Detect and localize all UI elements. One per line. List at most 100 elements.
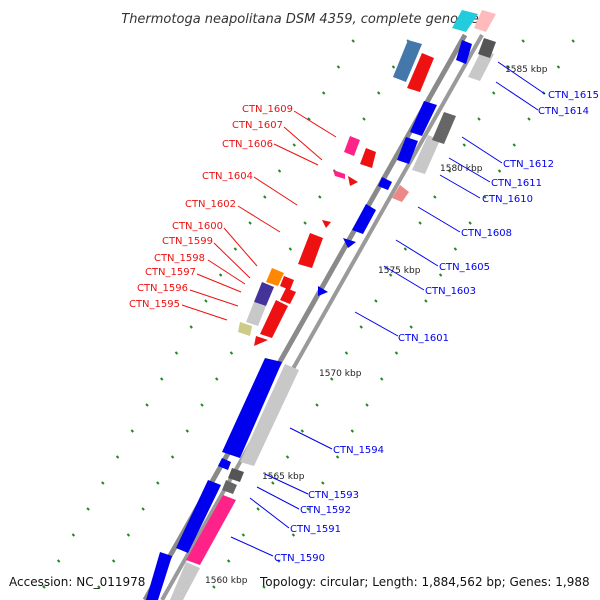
tick-mark bbox=[497, 169, 502, 173]
tick-mark bbox=[492, 91, 496, 95]
gene-label[interactable]: CTN_1599 bbox=[162, 236, 213, 247]
gene-label[interactable]: CTN_1610 bbox=[482, 194, 533, 205]
tick-mark bbox=[126, 533, 131, 537]
gene-ctn-1595[interactable] bbox=[260, 300, 288, 338]
gene-ctn-1606-red[interactable] bbox=[348, 176, 358, 186]
gene-top-steelblue[interactable] bbox=[393, 40, 422, 82]
tick-mark bbox=[359, 325, 363, 329]
tick-mark bbox=[229, 351, 234, 355]
tick-mark bbox=[71, 533, 76, 537]
gene-top-cyan[interactable] bbox=[452, 10, 478, 32]
tick-mark bbox=[483, 195, 487, 199]
gene-label[interactable]: CTN_1606 bbox=[222, 139, 273, 150]
tick-mark bbox=[391, 65, 396, 69]
gene-ctn-1603[interactable] bbox=[343, 238, 356, 248]
gene-ctn-1615-grey[interactable] bbox=[478, 38, 496, 58]
gene-ctn-1607[interactable] bbox=[360, 148, 376, 168]
tick-mark bbox=[42, 585, 46, 589]
gene-ctn-1601[interactable] bbox=[318, 286, 328, 296]
gene-ctn-1609[interactable] bbox=[344, 136, 360, 156]
tick-mark bbox=[160, 377, 164, 381]
gene-label[interactable]: CTN_1607 bbox=[232, 120, 283, 131]
gene-ctn-1590[interactable] bbox=[176, 480, 221, 553]
gene-label[interactable]: CTN_1605 bbox=[439, 262, 490, 273]
gene-label[interactable]: CTN_1604 bbox=[202, 171, 253, 182]
tick-mark bbox=[262, 585, 266, 589]
gene-label[interactable]: CTN_1611 bbox=[491, 178, 542, 189]
gene-ctn-1590-blue2[interactable] bbox=[146, 552, 172, 600]
gene-label[interactable]: CTN_1598 bbox=[154, 253, 205, 264]
gene-label[interactable]: CTN_1595 bbox=[129, 299, 180, 310]
gene-ctn-1596[interactable] bbox=[246, 302, 266, 326]
gene-ctn-1604[interactable] bbox=[322, 220, 331, 228]
gene-ctn-1612[interactable] bbox=[432, 112, 456, 144]
gene-label[interactable]: CTN_1612 bbox=[503, 159, 554, 170]
gene-ctn-1600[interactable] bbox=[266, 268, 284, 286]
gene-ctn-1615[interactable] bbox=[456, 40, 472, 64]
tick-mark bbox=[468, 221, 472, 225]
gene-top-red[interactable] bbox=[407, 53, 434, 92]
tick-mark bbox=[115, 455, 120, 459]
gene-ctn-1611[interactable] bbox=[410, 101, 437, 136]
tick-mark bbox=[433, 195, 437, 199]
gene-1594-red-tip bbox=[254, 336, 268, 346]
tick-mark bbox=[185, 429, 189, 433]
tick-mark bbox=[362, 117, 366, 121]
gene-ctn-1606[interactable] bbox=[333, 170, 345, 179]
tick-mark bbox=[86, 507, 90, 511]
gene-label[interactable]: CTN_1602 bbox=[185, 199, 236, 210]
tick-mark bbox=[56, 559, 61, 563]
gene-ctn-1608[interactable] bbox=[392, 185, 409, 202]
gene-top-pink[interactable] bbox=[474, 10, 496, 32]
map-title: Thermotoga neapolitana DSM 4359, complet… bbox=[121, 12, 479, 27]
tick-mark bbox=[97, 585, 101, 589]
gene-label[interactable]: CTN_1608 bbox=[461, 228, 512, 239]
gene-label[interactable]: CTN_1609 bbox=[242, 104, 293, 115]
tick-mark bbox=[556, 65, 561, 69]
gene-ctn-1599[interactable] bbox=[280, 276, 294, 290]
gene-label[interactable]: CTN_1600 bbox=[172, 221, 223, 232]
right-labels bbox=[230, 61, 546, 557]
gene-ctn-1594[interactable] bbox=[222, 358, 282, 458]
gene-label[interactable]: CTN_1601 bbox=[398, 333, 449, 344]
tick-mark bbox=[571, 39, 575, 43]
gene-ctn-1605[interactable] bbox=[352, 204, 376, 234]
kbp-marker: 1580 kbp bbox=[440, 164, 483, 174]
tick-mark bbox=[512, 143, 516, 147]
tick-mark bbox=[212, 585, 216, 589]
tick-mark bbox=[291, 533, 296, 537]
gene-label[interactable]: CTN_1614 bbox=[538, 106, 589, 117]
tick-mark bbox=[189, 325, 193, 329]
tick-mark bbox=[394, 351, 399, 355]
gene-ctn-1592[interactable] bbox=[228, 468, 244, 482]
tick-mark bbox=[321, 481, 325, 485]
tick-mark bbox=[438, 273, 443, 277]
tick-mark bbox=[288, 247, 293, 251]
gene-ctn-1590-pink[interactable] bbox=[186, 495, 236, 565]
gene-label[interactable]: CTN_1597 bbox=[145, 267, 196, 278]
gene-label[interactable]: CTN_1591 bbox=[290, 524, 341, 535]
gene-ctn-1597[interactable] bbox=[280, 288, 296, 304]
gene-label[interactable]: CTN_1593 bbox=[308, 490, 359, 501]
gene-label[interactable]: CTN_1603 bbox=[425, 286, 476, 297]
gene-ctn-1602[interactable] bbox=[298, 233, 323, 268]
gene-label[interactable]: CTN_1594 bbox=[333, 445, 384, 456]
gene-ctn-1591[interactable] bbox=[222, 480, 237, 494]
tick-mark bbox=[218, 273, 223, 277]
gene-label[interactable]: CTN_1615 bbox=[548, 90, 599, 101]
tick-mark bbox=[377, 91, 381, 95]
tick-mark bbox=[453, 247, 458, 251]
gene-label[interactable]: CTN_1592 bbox=[300, 505, 351, 516]
gene-ctn-1610[interactable] bbox=[397, 137, 418, 164]
gene-label[interactable]: CTN_1590 bbox=[274, 553, 325, 564]
tick-mark bbox=[248, 221, 252, 225]
tick-mark bbox=[424, 299, 428, 303]
gene-ctn-1593[interactable] bbox=[218, 458, 231, 470]
gene-ctn-1595-olive bbox=[238, 322, 252, 336]
tick-mark bbox=[233, 247, 238, 251]
gene-ctn-1608-blue[interactable] bbox=[378, 177, 392, 190]
gene-ctn-1590-shade bbox=[170, 562, 200, 600]
gene-label[interactable]: CTN_1596 bbox=[137, 283, 188, 294]
gene-ctn-1598[interactable] bbox=[254, 282, 274, 306]
accession-text: Accession: NC_011978 bbox=[9, 575, 145, 589]
